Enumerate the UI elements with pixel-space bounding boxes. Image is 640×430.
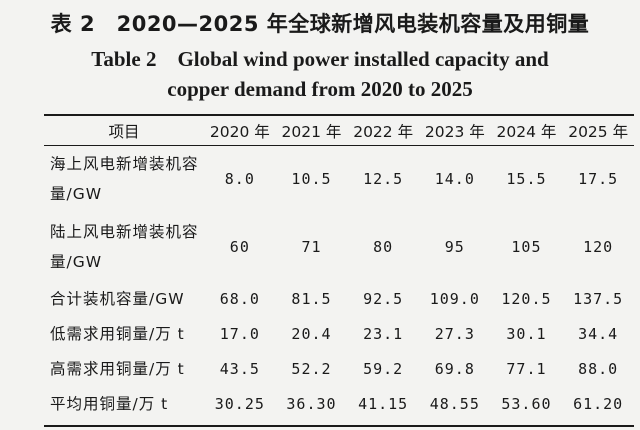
cell-value: 81.5 (276, 281, 348, 316)
cell-value: 34.4 (562, 316, 634, 351)
cell-value: 68.0 (204, 281, 276, 316)
row-label: 高需求用铜量/万 t (44, 351, 204, 386)
row-label: 低需求用铜量/万 t (44, 316, 204, 351)
cell-value: 105 (491, 213, 563, 281)
cell-value: 53.60 (491, 386, 563, 421)
header-year: 2025 年 (562, 116, 634, 145)
table-title-english: Table 2 Global wind power installed capa… (0, 44, 640, 104)
table-header-row: 项目 2020 年 2021 年 2022 年 2023 年 2024 年 20… (44, 116, 634, 145)
cell-value: 20.4 (276, 316, 348, 351)
cell-value: 80 (347, 213, 419, 281)
cell-value: 15.5 (491, 145, 563, 213)
cell-value: 95 (419, 213, 491, 281)
cell-value: 60 (204, 213, 276, 281)
data-table: 项目 2020 年 2021 年 2022 年 2023 年 2024 年 20… (44, 116, 634, 421)
cell-value: 17.0 (204, 316, 276, 351)
cell-value: 137.5 (562, 281, 634, 316)
cell-value: 43.5 (204, 351, 276, 386)
cell-value: 30.1 (491, 316, 563, 351)
cell-value: 17.5 (562, 145, 634, 213)
table-row: 陆上风电新增装机容量/GW 60 71 80 95 105 120 (44, 213, 634, 281)
table-row: 合计装机容量/GW 68.0 81.5 92.5 109.0 120.5 137… (44, 281, 634, 316)
cell-value: 12.5 (347, 145, 419, 213)
cell-value: 14.0 (419, 145, 491, 213)
cell-value: 30.25 (204, 386, 276, 421)
table-title-english-line-2: copper demand from 2020 to 2025 (0, 74, 640, 104)
cell-value: 92.5 (347, 281, 419, 316)
header-year: 2023 年 (419, 116, 491, 145)
table-row: 高需求用铜量/万 t 43.5 52.2 59.2 69.8 77.1 88.0 (44, 351, 634, 386)
header-year: 2022 年 (347, 116, 419, 145)
row-label: 平均用铜量/万 t (44, 386, 204, 421)
cell-value: 27.3 (419, 316, 491, 351)
cell-value: 71 (276, 213, 348, 281)
header-item: 项目 (44, 116, 204, 145)
cell-value: 41.15 (347, 386, 419, 421)
cell-value: 52.2 (276, 351, 348, 386)
cell-value: 8.0 (204, 145, 276, 213)
cell-value: 36.30 (276, 386, 348, 421)
cell-value: 77.1 (491, 351, 563, 386)
cell-value: 120 (562, 213, 634, 281)
cell-value: 10.5 (276, 145, 348, 213)
cell-value: 120.5 (491, 281, 563, 316)
cell-value: 61.20 (562, 386, 634, 421)
table-title-english-line-1: Table 2 Global wind power installed capa… (0, 44, 640, 74)
header-year: 2024 年 (491, 116, 563, 145)
table-row: 平均用铜量/万 t 30.25 36.30 41.15 48.55 53.60 … (44, 386, 634, 421)
header-year: 2020 年 (204, 116, 276, 145)
cell-value: 69.8 (419, 351, 491, 386)
cell-value: 88.0 (562, 351, 634, 386)
cell-value: 23.1 (347, 316, 419, 351)
cell-value: 109.0 (419, 281, 491, 316)
row-label: 合计装机容量/GW (44, 281, 204, 316)
header-year: 2021 年 (276, 116, 348, 145)
row-label: 海上风电新增装机容量/GW (44, 145, 204, 213)
row-label: 陆上风电新增装机容量/GW (44, 213, 204, 281)
table-row: 海上风电新增装机容量/GW 8.0 10.5 12.5 14.0 15.5 17… (44, 145, 634, 213)
table-title-chinese: 表 2 2020—2025 年全球新增风电装机容量及用铜量 (0, 8, 640, 38)
table-bottom-rule (44, 425, 634, 427)
table-row: 低需求用铜量/万 t 17.0 20.4 23.1 27.3 30.1 34.4 (44, 316, 634, 351)
cell-value: 59.2 (347, 351, 419, 386)
cell-value: 48.55 (419, 386, 491, 421)
